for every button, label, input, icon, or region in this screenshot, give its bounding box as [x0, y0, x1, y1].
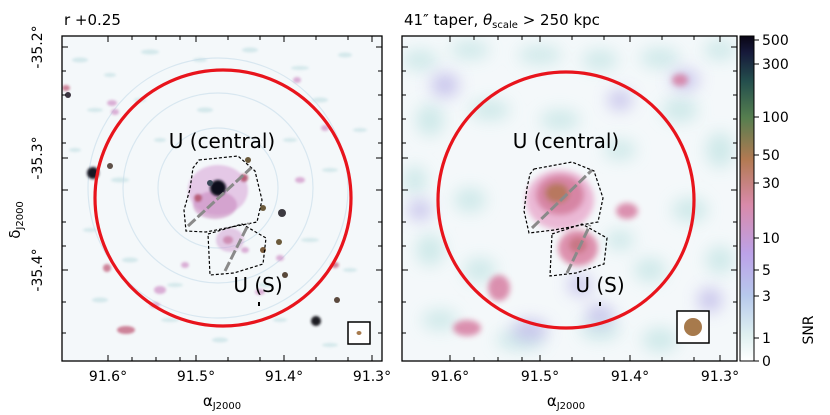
right-xaxis-label: αJ2000	[547, 392, 585, 412]
left-panel-title: r +0.25	[64, 11, 121, 29]
colorbar-gradient	[740, 36, 754, 361]
yaxis-subscript: J2000	[15, 201, 26, 230]
colorbar-frame	[739, 35, 755, 362]
colorbar-label: SNR	[801, 315, 817, 344]
left-position-marker	[258, 302, 260, 306]
right-xaxis-subscript: J2000	[556, 401, 585, 412]
yaxis-symbol: δ	[6, 230, 24, 239]
colorbar-tick-label: 50	[762, 148, 780, 164]
right-cluster-circle	[436, 70, 696, 330]
colorbar-tick-label: 5	[762, 263, 771, 279]
left-ticks	[62, 36, 382, 361]
left-xtick-label: 91.3°	[353, 369, 391, 385]
right-frame	[401, 35, 738, 362]
colorbar-tick-label: 100	[762, 110, 789, 126]
right-title-theta: θ	[483, 11, 492, 29]
colorbar-tick-label: 1	[762, 331, 771, 347]
colorbar-tick-label: 300	[762, 57, 789, 73]
right-xtick-label: 91.3°	[701, 369, 739, 385]
left-label-central: U (central)	[169, 129, 275, 153]
left-label-south: U (S)	[233, 273, 282, 297]
right-map-emission	[402, 40, 736, 352]
colorbar-tick-label: 30	[762, 176, 780, 192]
right-xtick-label: 91.5°	[521, 369, 559, 385]
right-region-central-outline	[523, 161, 604, 234]
left-xtick-label: 91.6°	[89, 369, 127, 385]
right-xaxis-symbol: α	[547, 392, 557, 410]
right-panel: U (central) U (S)	[401, 11, 739, 412]
colorbar: 500 300 100 50 30 10 5 3 1 0 SNR	[739, 33, 817, 370]
right-ticks	[402, 36, 737, 361]
ytick-label: -35.2°	[30, 25, 46, 68]
right-title-prefix: 41″ taper,	[404, 11, 483, 29]
left-central-axis-line	[186, 166, 253, 228]
colorbar-tick-label: 10	[762, 231, 780, 247]
left-xaxis-subscript: J2000	[212, 401, 241, 412]
left-cluster-circle	[93, 68, 353, 328]
colorbar-tick-label: 3	[762, 289, 771, 305]
left-map-emission	[62, 47, 367, 347]
right-beam-ellipse	[684, 318, 702, 336]
right-south-axis-line	[565, 224, 592, 274]
left-frame	[61, 35, 383, 362]
left-xtick-label: 91.5°	[177, 369, 215, 385]
ytick-label: -35.3°	[30, 136, 46, 179]
left-panel: U (central) U (S)	[6, 11, 391, 412]
right-region-south-outline	[549, 223, 608, 277]
left-xtick-label: 91.4°	[265, 369, 303, 385]
right-xtick-label: 91.6°	[431, 369, 469, 385]
colorbar-ticks	[754, 39, 759, 362]
left-region-central-outline	[183, 155, 263, 233]
right-title-suffix: > 250 kpc	[518, 11, 600, 29]
right-label-central: U (central)	[513, 129, 619, 153]
yaxis-label: δJ2000	[6, 201, 26, 239]
right-panel-title: 41″ taper, θscale > 250 kpc	[404, 11, 600, 31]
colorbar-tick-label: 0	[762, 354, 771, 370]
left-beam-ellipse	[356, 331, 362, 335]
right-label-south: U (S)	[575, 273, 624, 297]
left-region-south-outline	[207, 223, 267, 276]
ytick-label: -35.4°	[30, 248, 46, 291]
colorbar-tick-label: 500	[762, 33, 789, 49]
right-central-axis-line	[530, 168, 594, 230]
right-title-subscript: scale	[492, 20, 518, 31]
right-xtick-label: 91.4°	[611, 369, 649, 385]
left-xaxis-label: αJ2000	[203, 392, 241, 412]
right-position-marker	[599, 302, 601, 306]
left-south-axis-line	[223, 222, 251, 272]
left-xaxis-symbol: α	[203, 392, 213, 410]
